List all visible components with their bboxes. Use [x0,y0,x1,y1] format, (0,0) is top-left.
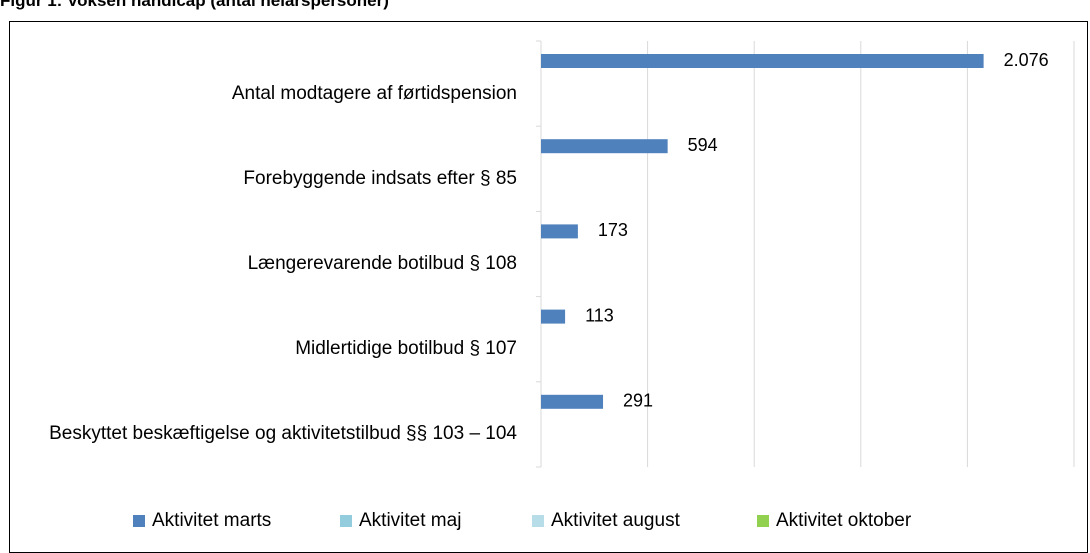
data-label: 113 [585,305,614,325]
legend-swatch [133,515,145,527]
bar [541,224,578,239]
data-label: 291 [623,391,653,411]
legend-label: Aktivitet marts [152,510,271,531]
data-label: 173 [598,220,628,240]
bar [541,139,668,154]
data-label: 594 [688,135,718,155]
y-tick-label: Midlertidige botilbud § 107 [295,338,517,360]
chart-title: Figur 1: Voksen handicap (antal helårspe… [0,0,389,10]
legend-swatch [340,515,352,527]
category-label-box: Antal modtagere af førtidspension [232,83,517,122]
legend-swatch [757,515,769,527]
y-tick-label: Forebyggende indsats efter § 85 [243,167,517,189]
category-label-box: Forebyggende indsats efter § 85 [243,168,517,207]
category-label-box: Længerevarende botilbud § 108 [248,253,517,292]
category-label-box: Midlertidige botilbud § 107 [295,338,517,377]
legend-label: Aktivitet august [551,510,681,531]
bar [541,394,604,409]
legend-label: Aktivitet maj [359,510,461,531]
legend-label: Aktivitet oktober [776,510,912,531]
bar [541,309,566,324]
y-tick-label: Beskyttet beskæftigelse og aktivitetstil… [49,423,517,445]
category-label-box: Beskyttet beskæftigelse og aktivitetstil… [49,423,517,462]
y-tick-label: Længerevarende botilbud § 108 [247,253,517,274]
legend-swatch [532,515,544,527]
data-label: 2.076 [1004,50,1049,70]
y-tick-label: Antal modtagere af førtidspension [231,82,517,104]
bar [541,54,984,68]
